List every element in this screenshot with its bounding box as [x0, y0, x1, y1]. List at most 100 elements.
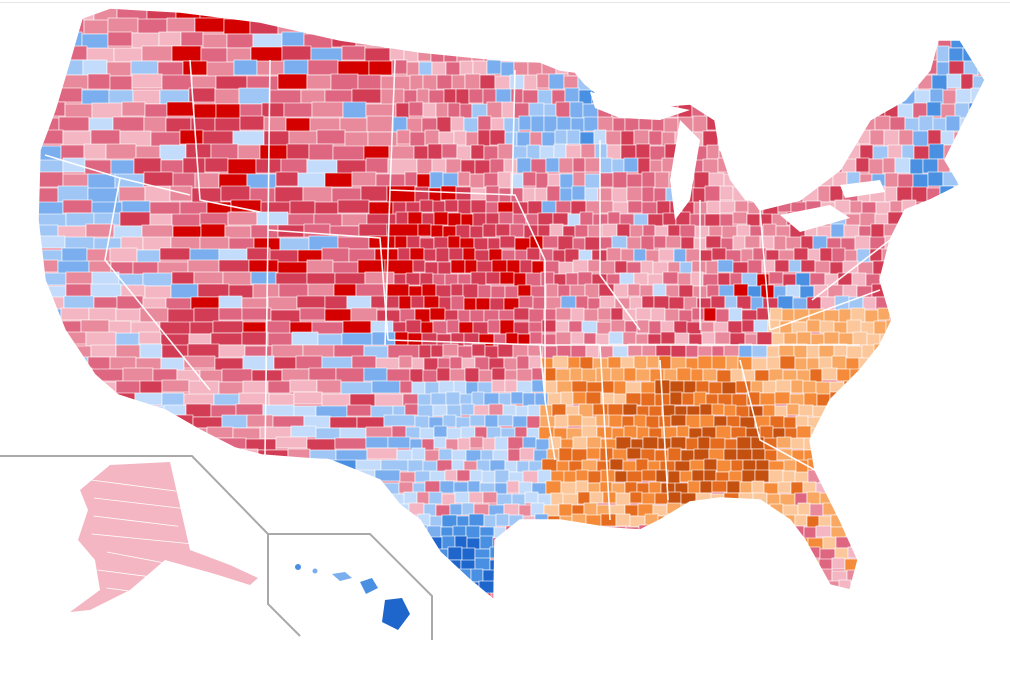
- county-cell: [504, 604, 518, 617]
- county-cell: [925, 569, 941, 584]
- county-cell: [686, 514, 703, 529]
- county-cell: [449, 503, 463, 516]
- county-cell: [987, 116, 999, 132]
- county-cell: [873, 74, 890, 92]
- county-cell: [580, 579, 597, 592]
- county-cell: [555, 320, 570, 334]
- county-cell: [897, 235, 913, 249]
- county-cell: [937, 8, 952, 19]
- county-cell: [672, 603, 684, 615]
- county-cell: [473, 503, 490, 516]
- county-cell: [431, 61, 447, 77]
- county-cell: [169, 590, 199, 600]
- county-cell: [452, 525, 467, 538]
- county-cell: [659, 8, 673, 22]
- county-cell: [948, 614, 963, 627]
- county-cell: [961, 247, 978, 261]
- county-cell: [450, 259, 466, 274]
- county-cell: [787, 171, 804, 188]
- county-cell: [966, 186, 982, 204]
- county-cell: [470, 199, 487, 214]
- county-cell: [711, 74, 726, 92]
- county-cell: [884, 186, 898, 203]
- county-cell: [346, 482, 374, 497]
- county-cell: [345, 525, 375, 539]
- county-cell: [630, 570, 646, 583]
- county-cell: [450, 283, 464, 297]
- county-cell: [765, 613, 777, 624]
- county-cell: [715, 308, 730, 324]
- county-cell: [332, 261, 359, 275]
- county-cell: [671, 61, 686, 78]
- county-cell: [794, 471, 809, 484]
- county-cell: [366, 115, 394, 133]
- county-cell: [291, 480, 323, 495]
- county-cell: [981, 211, 985, 227]
- county-cell: [734, 591, 751, 600]
- county-cell: [825, 427, 842, 440]
- county-cell: [59, 570, 88, 584]
- county-cell: [246, 173, 277, 191]
- county-cell: [202, 33, 228, 49]
- county-cell: [114, 604, 145, 617]
- county-cell: [598, 590, 614, 600]
- county-cell: [87, 187, 120, 204]
- county-cell: [569, 367, 583, 382]
- county-cell: [308, 367, 337, 382]
- county-cell: [673, 320, 688, 335]
- county-cell: [371, 331, 396, 346]
- county-cell: [758, 159, 773, 175]
- county-cell: [516, 19, 531, 37]
- county-cell: [670, 414, 687, 427]
- county-cell: [464, 8, 479, 21]
- top-border-line: [0, 2, 1010, 3]
- county-cell: [668, 535, 683, 548]
- county-cell: [747, 259, 763, 275]
- county-cell: [708, 536, 723, 549]
- county-cell: [917, 491, 934, 506]
- county-cell: [38, 368, 62, 383]
- county-cell: [904, 271, 918, 286]
- county-cell: [865, 580, 880, 594]
- county-cell: [917, 368, 931, 382]
- county-cell: [355, 283, 387, 298]
- county-cell: [555, 307, 572, 321]
- county-cell: [598, 19, 615, 37]
- county-cell: [741, 319, 755, 333]
- county-cell: [844, 393, 860, 407]
- county-cell: [888, 296, 902, 312]
- county-cell: [780, 603, 793, 615]
- county-cell: [751, 480, 765, 494]
- county-cell: [314, 201, 339, 215]
- county-cell: [349, 590, 373, 600]
- county-cell: [168, 438, 194, 451]
- county-cell: [928, 143, 945, 160]
- county-cell: [672, 87, 686, 104]
- county-cell: [484, 414, 499, 429]
- county-cell: [519, 259, 533, 274]
- county-cell: [976, 615, 989, 626]
- county-cell: [632, 59, 648, 75]
- county-cell: [616, 613, 631, 626]
- county-cell: [850, 580, 867, 594]
- county-cell: [305, 504, 334, 519]
- county-cell: [670, 436, 687, 450]
- county-cell: [967, 548, 981, 561]
- county-cell: [451, 8, 466, 21]
- county-cell: [35, 602, 66, 614]
- county-cell: [803, 102, 818, 118]
- county-cell: [536, 73, 550, 89]
- county-cell: [612, 171, 628, 189]
- county-cell: [110, 159, 135, 176]
- county-cell: [963, 60, 979, 76]
- county-cell: [447, 604, 460, 615]
- county-cell: [963, 18, 978, 34]
- county-cell: [503, 117, 520, 134]
- county-cell: [656, 615, 669, 626]
- county-cell: [418, 61, 433, 77]
- county-cell: [189, 492, 216, 507]
- county-cell: [861, 368, 878, 382]
- county-cell: [788, 259, 802, 273]
- county-cell: [873, 320, 887, 336]
- county-cell: [947, 492, 963, 506]
